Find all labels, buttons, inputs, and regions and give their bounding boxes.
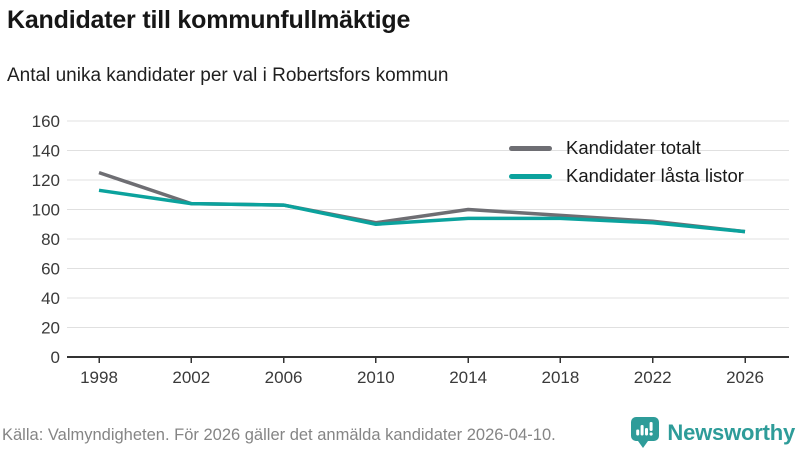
svg-text:2006: 2006	[265, 368, 303, 387]
svg-text:2022: 2022	[634, 368, 672, 387]
svg-text:2018: 2018	[542, 368, 580, 387]
legend-swatch-locked-lists	[509, 173, 552, 179]
legend-item-total: Kandidater totalt	[509, 134, 744, 162]
svg-text:2002: 2002	[172, 368, 210, 387]
svg-text:40: 40	[41, 289, 60, 308]
svg-text:100: 100	[32, 201, 60, 220]
svg-text:20: 20	[41, 319, 60, 338]
svg-text:60: 60	[41, 260, 60, 279]
svg-text:2014: 2014	[449, 368, 487, 387]
series-line-kandidater-l-sta-listor	[98, 188, 746, 234]
newsworthy-wordmark: Newsworthy	[667, 419, 795, 445]
bar-chart-speech-bubble-icon	[631, 417, 660, 448]
chart-legend: Kandidater totalt Kandidater låsta listo…	[509, 134, 744, 190]
svg-text:120: 120	[32, 171, 60, 190]
svg-text:1998: 1998	[80, 368, 118, 387]
grid-lines	[67, 120, 789, 328]
newsworthy-logo[interactable]: Newsworthy	[631, 417, 795, 448]
y-axis-labels: 0 20 40 60 80 100 120 140 160	[32, 112, 60, 367]
svg-text:0: 0	[51, 348, 60, 367]
legend-label-total: Kandidater totalt	[566, 137, 701, 158]
source-note: Källa: Valmyndigheten. För 2026 gäller d…	[2, 426, 556, 444]
svg-text:140: 140	[32, 142, 60, 161]
legend-item-locked-lists: Kandidater låsta listor	[509, 162, 744, 190]
svg-text:2026: 2026	[726, 368, 764, 387]
legend-label-locked-lists: Kandidater låsta listor	[566, 165, 744, 186]
svg-text:2010: 2010	[357, 368, 395, 387]
x-axis: 1998 2002 2006 2010 2014 2018 2022 2026	[67, 356, 789, 387]
svg-text:160: 160	[32, 112, 60, 131]
legend-swatch-total	[509, 145, 552, 151]
page-title: Kandidater till kommunfullmäktige	[7, 6, 411, 34]
line-chart: 0 20 40 60 80 100 120 140 160 1998 2002 2006 2010 201…	[32, 112, 789, 387]
svg-text:80: 80	[41, 230, 60, 249]
page-subtitle: Antal unika kandidater per val i Roberts…	[7, 65, 449, 86]
